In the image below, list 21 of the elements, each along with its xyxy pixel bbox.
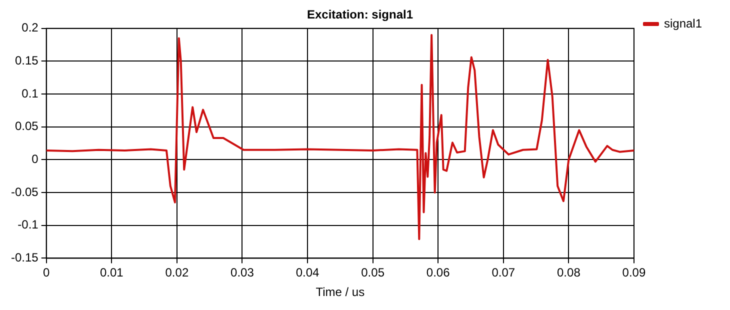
x-tick-label: 0: [43, 266, 50, 280]
x-tick-label: 0.07: [492, 266, 516, 280]
y-tick-label: 0.2: [22, 20, 39, 35]
y-tick-label: -0.1: [18, 218, 39, 232]
legend-label: signal1: [664, 16, 702, 30]
y-tick-label: 0.05: [14, 119, 39, 134]
x-axis-title: Time / us: [316, 285, 365, 300]
y-tick-label: 0: [32, 152, 39, 166]
y-tick-label: 0.1: [22, 86, 39, 100]
x-tick-label: 0.02: [165, 266, 189, 280]
y-tick-label: 0.15: [14, 54, 39, 68]
x-tick-label: 0.08: [557, 266, 581, 280]
x-tick-label: 0.03: [230, 266, 254, 280]
x-tick-label: 0.04: [296, 266, 320, 280]
x-tick-label: 0.05: [361, 266, 385, 280]
y-tick-label: -0.15: [10, 250, 39, 265]
chart-title: Excitation: signal1: [306, 8, 414, 22]
x-tick-label: 0.01: [100, 266, 124, 280]
y-tick-label: -0.05: [10, 184, 39, 199]
x-tick-label: 0.09: [622, 266, 646, 280]
x-tick-label: 0.06: [426, 266, 450, 280]
